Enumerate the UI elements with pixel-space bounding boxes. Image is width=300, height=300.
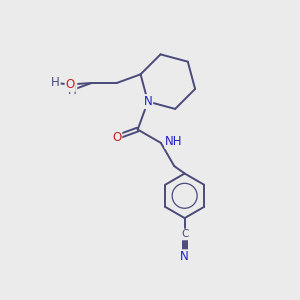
Text: C: C: [181, 230, 188, 239]
Text: H: H: [51, 76, 60, 89]
Text: N: N: [180, 250, 189, 263]
Text: H: H: [68, 84, 76, 97]
Text: N: N: [143, 95, 152, 108]
Text: NH: NH: [165, 135, 183, 148]
Text: O: O: [65, 78, 75, 91]
Text: O: O: [112, 131, 122, 144]
